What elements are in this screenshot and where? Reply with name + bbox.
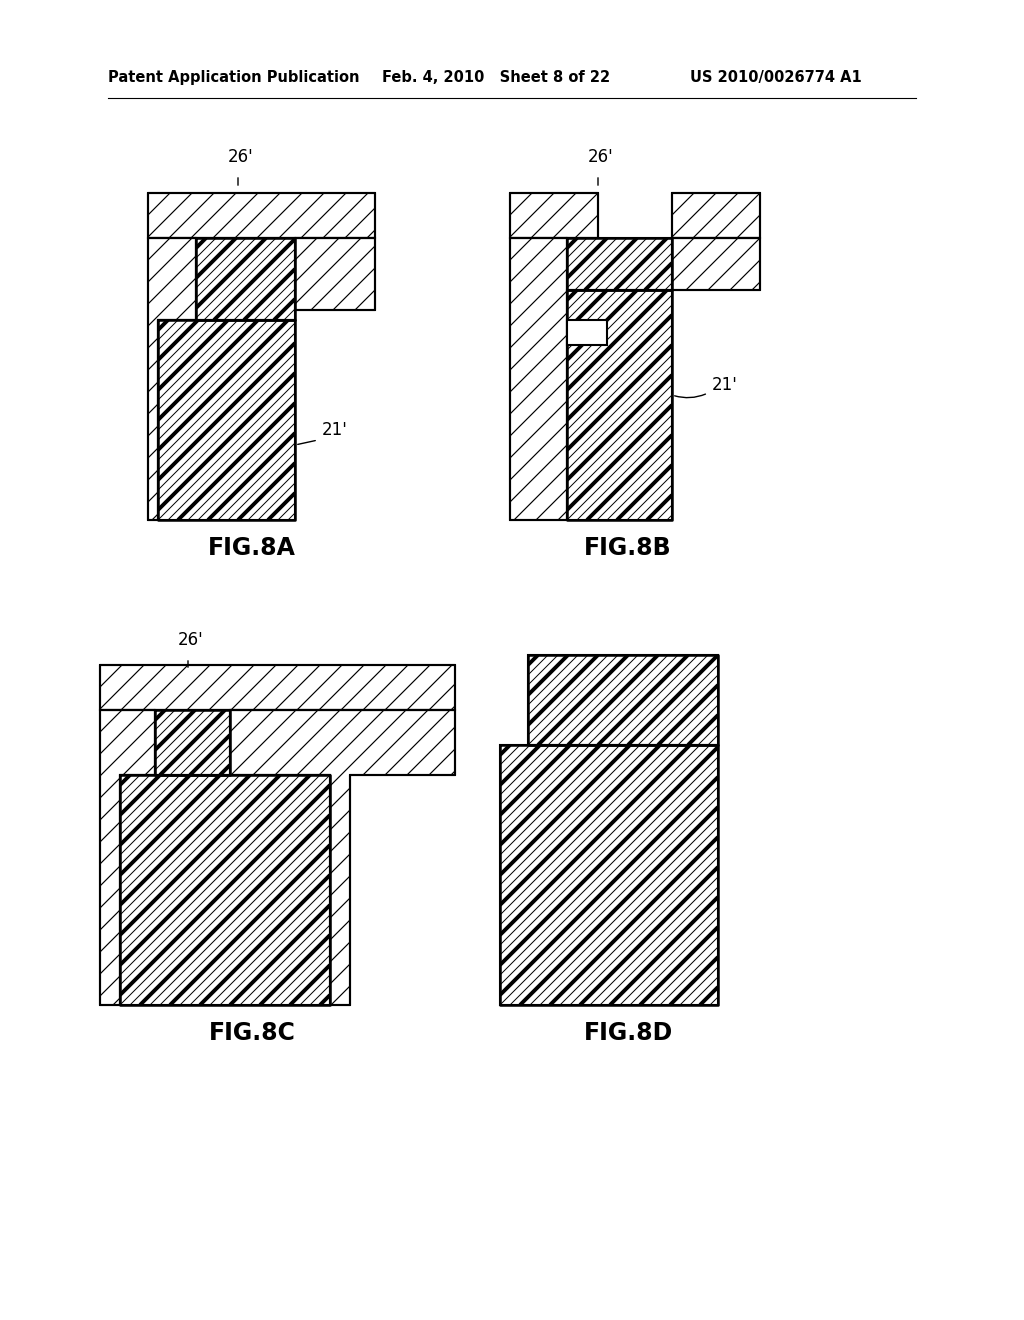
Polygon shape	[510, 238, 567, 520]
Text: 26': 26'	[588, 148, 613, 166]
Polygon shape	[295, 238, 375, 310]
Polygon shape	[567, 238, 672, 290]
Polygon shape	[567, 290, 672, 520]
Polygon shape	[155, 710, 230, 775]
Text: FIG.8A: FIG.8A	[208, 536, 296, 560]
Text: Feb. 4, 2010   Sheet 8 of 22: Feb. 4, 2010 Sheet 8 of 22	[382, 70, 610, 84]
Text: FIG.8C: FIG.8C	[209, 1020, 296, 1045]
Polygon shape	[528, 655, 718, 744]
Polygon shape	[120, 775, 330, 1005]
Text: FIG.8D: FIG.8D	[584, 1020, 673, 1045]
Text: US 2010/0026774 A1: US 2010/0026774 A1	[690, 70, 862, 84]
Text: 26': 26'	[178, 631, 204, 649]
Polygon shape	[100, 710, 155, 1005]
Text: 21': 21'	[322, 421, 348, 440]
Polygon shape	[196, 238, 295, 319]
Polygon shape	[148, 193, 375, 238]
Polygon shape	[510, 193, 598, 238]
Text: Patent Application Publication: Patent Application Publication	[108, 70, 359, 84]
Polygon shape	[148, 238, 196, 520]
Text: 21': 21'	[712, 376, 738, 393]
Polygon shape	[100, 665, 455, 710]
Polygon shape	[672, 193, 760, 238]
Text: FIG.8B: FIG.8B	[584, 536, 672, 560]
Polygon shape	[230, 710, 455, 1005]
Polygon shape	[158, 319, 295, 520]
Polygon shape	[500, 744, 718, 1005]
Text: 26': 26'	[228, 148, 254, 166]
Polygon shape	[672, 238, 760, 290]
Polygon shape	[567, 319, 607, 345]
